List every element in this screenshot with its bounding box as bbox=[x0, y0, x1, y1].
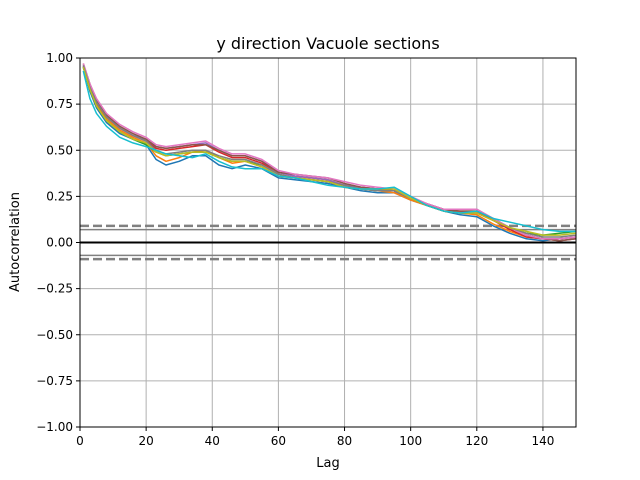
series-line bbox=[82, 67, 577, 242]
y-tick-label: 0.25 bbox=[46, 189, 73, 203]
y-tick-label: 0.00 bbox=[46, 236, 73, 250]
y-axis-label: Autocorrelation bbox=[8, 192, 23, 292]
series-line bbox=[82, 70, 576, 233]
x-tick-label: 100 bbox=[399, 434, 422, 448]
chart-title: y direction Vacuole sections bbox=[216, 34, 439, 53]
reference-lines bbox=[80, 224, 576, 261]
y-tick-label: 0.75 bbox=[46, 97, 73, 111]
x-tick-label: 60 bbox=[271, 434, 286, 448]
x-tick-label: 40 bbox=[205, 434, 220, 448]
x-tick-label: 80 bbox=[337, 434, 352, 448]
series-group bbox=[82, 63, 577, 242]
y-tick-label: −0.75 bbox=[36, 374, 73, 388]
y-tick-label: −1.00 bbox=[36, 420, 73, 434]
x-tick-label: 120 bbox=[465, 434, 488, 448]
series-line bbox=[82, 63, 577, 240]
x-tick-label: 0 bbox=[76, 434, 84, 448]
x-axis-label: Lag bbox=[316, 456, 339, 471]
x-tick-label: 140 bbox=[531, 434, 554, 448]
y-tick-label: 1.00 bbox=[46, 51, 73, 65]
x-tick-label: 20 bbox=[138, 434, 153, 448]
x-axis-ticks: 0 20 40 60 80 100 120 140 bbox=[76, 427, 554, 448]
y-tick-label: −0.50 bbox=[36, 328, 73, 342]
y-tick-label: 0.50 bbox=[46, 143, 73, 157]
y-axis-ticks: 1.00 0.75 0.50 0.25 0.00 −0.25 −0.50 −0.75 −1.00 bbox=[36, 51, 80, 434]
y-tick-label: −0.25 bbox=[36, 282, 73, 296]
